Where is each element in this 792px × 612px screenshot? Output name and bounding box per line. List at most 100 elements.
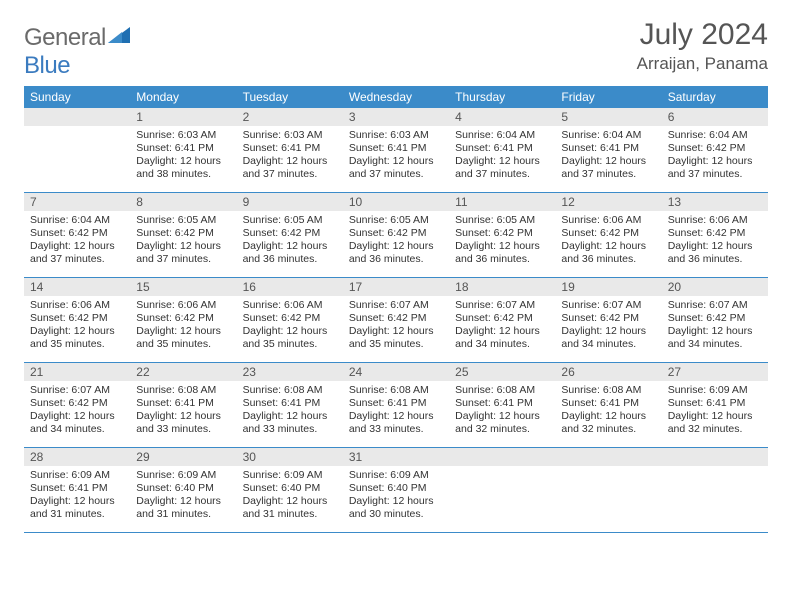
daylight-text: Daylight: 12 hours and 30 minutes. (349, 495, 443, 521)
day-cell: 27Sunrise: 6:09 AMSunset: 6:41 PMDayligh… (662, 363, 768, 447)
day-cell: 25Sunrise: 6:08 AMSunset: 6:41 PMDayligh… (449, 363, 555, 447)
sunrise-text: Sunrise: 6:08 AM (561, 384, 655, 397)
sunrise-text: Sunrise: 6:08 AM (349, 384, 443, 397)
day-cell: 22Sunrise: 6:08 AMSunset: 6:41 PMDayligh… (130, 363, 236, 447)
daylight-text: Daylight: 12 hours and 37 minutes. (136, 240, 230, 266)
day-cell (24, 108, 130, 192)
daylight-text: Daylight: 12 hours and 37 minutes. (349, 155, 443, 181)
sunset-text: Sunset: 6:42 PM (136, 227, 230, 240)
sunrise-text: Sunrise: 6:09 AM (668, 384, 762, 397)
day-details: Sunrise: 6:09 AMSunset: 6:40 PMDaylight:… (130, 466, 236, 526)
sunset-text: Sunset: 6:42 PM (243, 227, 337, 240)
sunrise-text: Sunrise: 6:08 AM (455, 384, 549, 397)
sunset-text: Sunset: 6:41 PM (243, 397, 337, 410)
day-cell: 13Sunrise: 6:06 AMSunset: 6:42 PMDayligh… (662, 193, 768, 277)
day-number: 17 (343, 278, 449, 296)
sunset-text: Sunset: 6:42 PM (668, 312, 762, 325)
day-of-week-header: Sunday Monday Tuesday Wednesday Thursday… (24, 86, 768, 108)
brand-logo: GeneralBlue (24, 18, 130, 80)
daylight-text: Daylight: 12 hours and 31 minutes. (30, 495, 124, 521)
day-cell: 18Sunrise: 6:07 AMSunset: 6:42 PMDayligh… (449, 278, 555, 362)
day-number: 9 (237, 193, 343, 211)
sunset-text: Sunset: 6:42 PM (30, 397, 124, 410)
daylight-text: Daylight: 12 hours and 37 minutes. (30, 240, 124, 266)
sunset-text: Sunset: 6:41 PM (349, 142, 443, 155)
daylight-text: Daylight: 12 hours and 31 minutes. (136, 495, 230, 521)
dow-saturday: Saturday (662, 86, 768, 108)
daylight-text: Daylight: 12 hours and 35 minutes. (349, 325, 443, 351)
sunset-text: Sunset: 6:41 PM (349, 397, 443, 410)
daylight-text: Daylight: 12 hours and 32 minutes. (455, 410, 549, 436)
day-number (24, 108, 130, 126)
sunrise-text: Sunrise: 6:09 AM (136, 469, 230, 482)
week-row: 28Sunrise: 6:09 AMSunset: 6:41 PMDayligh… (24, 448, 768, 533)
day-cell: 4Sunrise: 6:04 AMSunset: 6:41 PMDaylight… (449, 108, 555, 192)
daylight-text: Daylight: 12 hours and 37 minutes. (243, 155, 337, 181)
sunset-text: Sunset: 6:40 PM (136, 482, 230, 495)
day-details: Sunrise: 6:08 AMSunset: 6:41 PMDaylight:… (555, 381, 661, 441)
day-cell: 10Sunrise: 6:05 AMSunset: 6:42 PMDayligh… (343, 193, 449, 277)
day-number (449, 448, 555, 466)
day-number: 16 (237, 278, 343, 296)
day-cell: 14Sunrise: 6:06 AMSunset: 6:42 PMDayligh… (24, 278, 130, 362)
sunset-text: Sunset: 6:41 PM (136, 142, 230, 155)
day-details: Sunrise: 6:07 AMSunset: 6:42 PMDaylight:… (555, 296, 661, 356)
day-cell (555, 448, 661, 532)
week-row: 7Sunrise: 6:04 AMSunset: 6:42 PMDaylight… (24, 193, 768, 278)
day-number: 1 (130, 108, 236, 126)
day-number: 4 (449, 108, 555, 126)
day-cell: 30Sunrise: 6:09 AMSunset: 6:40 PMDayligh… (237, 448, 343, 532)
daylight-text: Daylight: 12 hours and 37 minutes. (668, 155, 762, 181)
day-cell: 11Sunrise: 6:05 AMSunset: 6:42 PMDayligh… (449, 193, 555, 277)
day-cell: 21Sunrise: 6:07 AMSunset: 6:42 PMDayligh… (24, 363, 130, 447)
week-row: 14Sunrise: 6:06 AMSunset: 6:42 PMDayligh… (24, 278, 768, 363)
sunrise-text: Sunrise: 6:03 AM (243, 129, 337, 142)
daylight-text: Daylight: 12 hours and 36 minutes. (455, 240, 549, 266)
day-number: 27 (662, 363, 768, 381)
sunset-text: Sunset: 6:41 PM (668, 397, 762, 410)
daylight-text: Daylight: 12 hours and 33 minutes. (243, 410, 337, 436)
day-details: Sunrise: 6:09 AMSunset: 6:41 PMDaylight:… (24, 466, 130, 526)
day-number: 23 (237, 363, 343, 381)
day-number: 7 (24, 193, 130, 211)
dow-friday: Friday (555, 86, 661, 108)
sunrise-text: Sunrise: 6:06 AM (561, 214, 655, 227)
day-cell: 9 Sunrise: 6:05 AMSunset: 6:42 PMDaylight… (237, 193, 343, 277)
day-cell: 28Sunrise: 6:09 AMSunset: 6:41 PMDayligh… (24, 448, 130, 532)
day-cell: 12Sunrise: 6:06 AMSunset: 6:42 PMDayligh… (555, 193, 661, 277)
sunset-text: Sunset: 6:40 PM (349, 482, 443, 495)
sunrise-text: Sunrise: 6:03 AM (349, 129, 443, 142)
day-details: Sunrise: 6:06 AMSunset: 6:42 PMDaylight:… (662, 211, 768, 271)
day-number: 31 (343, 448, 449, 466)
daylight-text: Daylight: 12 hours and 31 minutes. (243, 495, 337, 521)
day-cell: 23Sunrise: 6:08 AMSunset: 6:41 PMDayligh… (237, 363, 343, 447)
sunrise-text: Sunrise: 6:03 AM (136, 129, 230, 142)
day-cell: 20Sunrise: 6:07 AMSunset: 6:42 PMDayligh… (662, 278, 768, 362)
day-details: Sunrise: 6:07 AMSunset: 6:42 PMDaylight:… (24, 381, 130, 441)
day-number: 11 (449, 193, 555, 211)
day-cell: 16Sunrise: 6:06 AMSunset: 6:42 PMDayligh… (237, 278, 343, 362)
sunrise-text: Sunrise: 6:04 AM (668, 129, 762, 142)
day-details: Sunrise: 6:03 AMSunset: 6:41 PMDaylight:… (343, 126, 449, 186)
daylight-text: Daylight: 12 hours and 34 minutes. (668, 325, 762, 351)
daylight-text: Daylight: 12 hours and 34 minutes. (30, 410, 124, 436)
daylight-text: Daylight: 12 hours and 33 minutes. (349, 410, 443, 436)
sunset-text: Sunset: 6:41 PM (455, 142, 549, 155)
daylight-text: Daylight: 12 hours and 36 minutes. (243, 240, 337, 266)
sunrise-text: Sunrise: 6:07 AM (349, 299, 443, 312)
daylight-text: Daylight: 12 hours and 35 minutes. (136, 325, 230, 351)
day-number: 3 (343, 108, 449, 126)
day-details: Sunrise: 6:03 AMSunset: 6:41 PMDaylight:… (130, 126, 236, 186)
daylight-text: Daylight: 12 hours and 36 minutes. (561, 240, 655, 266)
day-details: Sunrise: 6:09 AMSunset: 6:41 PMDaylight:… (662, 381, 768, 441)
day-number: 13 (662, 193, 768, 211)
sunrise-text: Sunrise: 6:05 AM (243, 214, 337, 227)
sunrise-text: Sunrise: 6:04 AM (455, 129, 549, 142)
day-details: Sunrise: 6:09 AMSunset: 6:40 PMDaylight:… (343, 466, 449, 526)
sunset-text: Sunset: 6:41 PM (561, 142, 655, 155)
location-label: Arraijan, Panama (637, 54, 768, 74)
daylight-text: Daylight: 12 hours and 37 minutes. (561, 155, 655, 181)
day-details (555, 466, 661, 473)
sunrise-text: Sunrise: 6:06 AM (243, 299, 337, 312)
daylight-text: Daylight: 12 hours and 38 minutes. (136, 155, 230, 181)
